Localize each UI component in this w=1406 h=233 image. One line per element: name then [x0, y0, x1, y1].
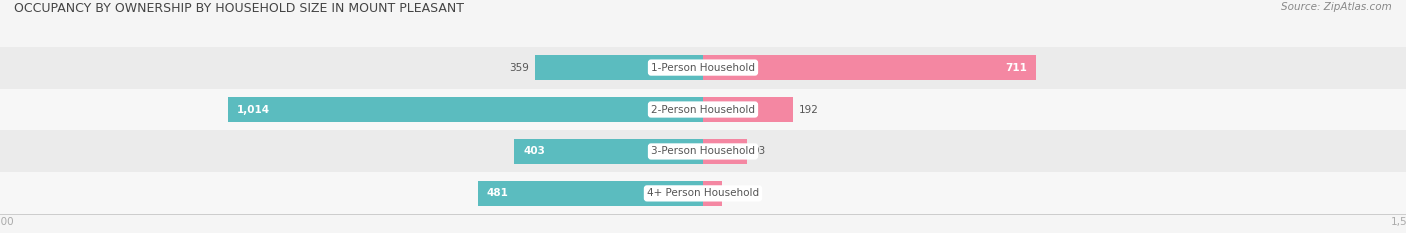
Text: 1,014: 1,014: [238, 105, 270, 114]
Bar: [515, 139, 703, 164]
Bar: [228, 97, 703, 122]
Text: 711: 711: [1005, 63, 1026, 72]
Text: 192: 192: [799, 105, 818, 114]
Text: 481: 481: [486, 188, 509, 198]
Text: 359: 359: [509, 63, 529, 72]
Bar: [0, 130, 1406, 172]
Text: 4+ Person Household: 4+ Person Household: [647, 188, 759, 198]
Bar: [703, 97, 793, 122]
Bar: [703, 55, 1036, 80]
Bar: [534, 55, 703, 80]
Bar: [703, 139, 747, 164]
Text: 1-Person Household: 1-Person Household: [651, 63, 755, 72]
Bar: [0, 172, 1406, 214]
Bar: [478, 181, 703, 206]
Text: Source: ZipAtlas.com: Source: ZipAtlas.com: [1281, 2, 1392, 12]
Text: OCCUPANCY BY OWNERSHIP BY HOUSEHOLD SIZE IN MOUNT PLEASANT: OCCUPANCY BY OWNERSHIP BY HOUSEHOLD SIZE…: [14, 2, 464, 15]
Bar: [703, 181, 723, 206]
Text: 3-Person Household: 3-Person Household: [651, 147, 755, 156]
Text: 93: 93: [752, 147, 765, 156]
Bar: [0, 89, 1406, 130]
Text: 403: 403: [523, 147, 546, 156]
Bar: [0, 47, 1406, 89]
Text: 41: 41: [728, 188, 741, 198]
Text: 2-Person Household: 2-Person Household: [651, 105, 755, 114]
